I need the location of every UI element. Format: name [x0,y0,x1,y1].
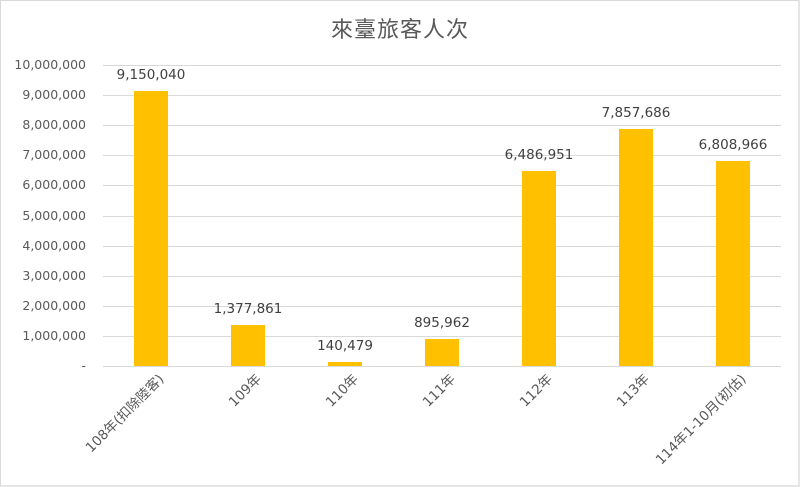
data-label: 7,857,686 [601,105,671,121]
y-tick-label: 8,000,000 [22,117,86,132]
y-tick-label: 5,000,000 [22,208,86,223]
y-tick-label: 10,000,000 [14,57,86,72]
chart-title: 來臺旅客人次 [330,18,469,43]
gridline [103,65,781,66]
bar [134,91,168,366]
gridline [103,306,781,307]
gridline [103,336,781,337]
gridline [103,125,781,126]
gridline [103,95,781,96]
bar [522,171,556,366]
bar [231,325,265,366]
y-tick-label: 1,000,000 [22,328,86,343]
gridline [103,246,781,247]
y-tick-label: 4,000,000 [22,238,86,253]
y-tick-label: 2,000,000 [22,298,86,313]
y-tick-label: - [81,358,86,373]
y-tick-label: 6,000,000 [22,177,86,192]
bar [425,339,459,366]
data-label: 1,377,861 [213,301,283,317]
gridline [103,366,781,367]
data-label: 895,962 [414,315,470,331]
gridline [103,276,781,277]
data-label: 6,486,951 [504,147,574,163]
bar [328,362,362,366]
gridline [103,185,781,186]
data-label: 140,479 [317,338,373,354]
y-tick-label: 7,000,000 [22,147,86,162]
y-tick-label: 9,000,000 [22,87,86,102]
gridline [103,155,781,156]
bar [619,129,653,366]
data-label: 6,808,966 [698,137,768,153]
gridline [103,216,781,217]
y-tick-label: 3,000,000 [22,268,86,283]
data-label: 9,150,040 [116,67,186,83]
bar [716,161,750,366]
